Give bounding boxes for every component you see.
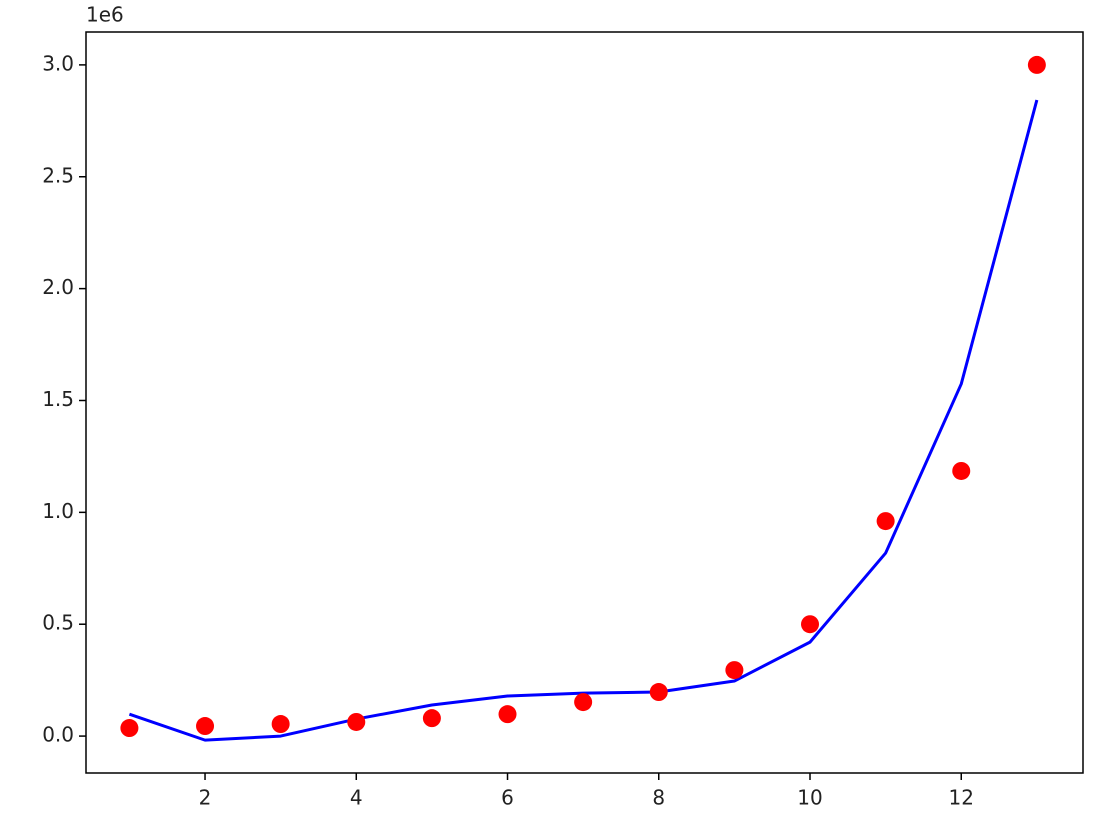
y-tick-label: 0.5 <box>42 611 74 635</box>
scatter-point <box>649 683 668 702</box>
scatter-point <box>347 712 366 731</box>
x-tick-label: 4 <box>350 786 363 810</box>
y-tick-label: 2.5 <box>42 163 74 187</box>
y-tick-label: 3.0 <box>42 51 74 75</box>
y-tick-label: 2.0 <box>42 275 74 299</box>
x-tick-label: 12 <box>949 786 974 810</box>
y-tick-label: 1.0 <box>42 499 74 523</box>
scatter-point <box>196 717 215 736</box>
scatter-point <box>574 693 593 712</box>
scatter-point <box>1027 55 1046 74</box>
plot-frame <box>85 31 1084 774</box>
x-tick-label: 8 <box>652 786 665 810</box>
scatter-point <box>120 719 139 738</box>
x-tick-label: 6 <box>501 786 514 810</box>
x-tick-label: 10 <box>797 786 822 810</box>
scatter-point <box>801 615 820 634</box>
scatter-point <box>271 715 290 734</box>
scatter-point <box>498 705 517 724</box>
scatter-point <box>952 461 971 480</box>
scatter-point <box>725 661 744 680</box>
scatter-point <box>422 709 441 728</box>
x-tick-label: 2 <box>199 786 212 810</box>
y-tick-label: 0.0 <box>42 723 74 747</box>
scatter-point <box>876 512 895 531</box>
y-tick-label: 1.5 <box>42 387 74 411</box>
y-offset-label: 1e6 <box>86 3 124 27</box>
